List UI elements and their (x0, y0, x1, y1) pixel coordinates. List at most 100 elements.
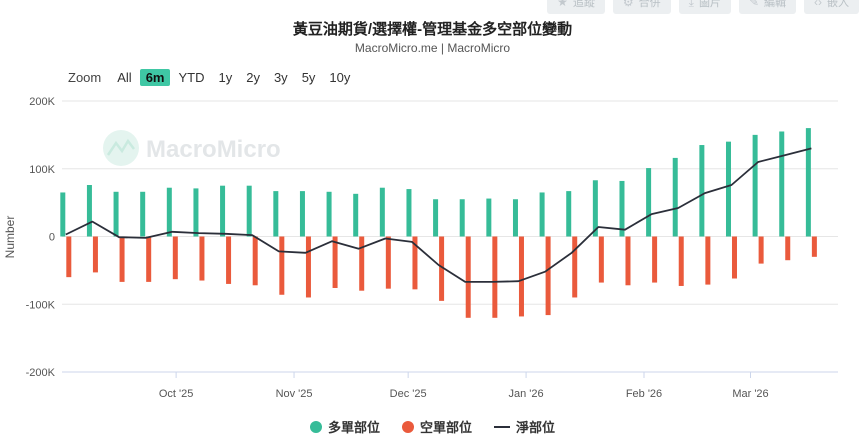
y-tick-label: -200K (26, 367, 56, 379)
chart-title: 黃豆油期貨/選擇權-管理基金多空部位變動 (292, 21, 573, 38)
edit-button[interactable]: ✎ 編輯 (738, 0, 796, 14)
legend-short-label: 空單部位 (419, 420, 472, 435)
x-tick-label: Dec '25 (390, 388, 427, 400)
long-position-bar (220, 185, 226, 237)
zoom-1y-button[interactable]: 1y (218, 70, 233, 85)
long-position-bar (246, 185, 252, 237)
short-position-bar (492, 236, 498, 318)
long-position-bar (193, 188, 199, 237)
short-position-bar (572, 236, 578, 298)
long-position-bar (273, 191, 279, 237)
long-position-bar (539, 192, 545, 237)
long-position-bar (805, 128, 811, 237)
long-position-bar (406, 189, 412, 237)
pencil-icon: ✎ (748, 0, 759, 9)
short-position-bar (332, 236, 338, 288)
short-position-bar (731, 236, 737, 279)
zoom-all-button[interactable]: All (117, 70, 132, 85)
watermark: MacroMicro (103, 130, 281, 166)
zoom-6m-button[interactable]: 6m (139, 69, 171, 86)
x-tick-label: Mar '26 (732, 388, 768, 400)
y-tick-label: 200K (29, 96, 55, 108)
merge-button-label: 合併 (638, 0, 661, 9)
long-position-bar (140, 191, 146, 237)
short-position-bar (625, 236, 631, 286)
short-position-bar (678, 236, 684, 286)
short-position-bar (359, 236, 365, 291)
x-tick-label: Nov '25 (276, 388, 313, 400)
short-position-bar (66, 236, 72, 278)
legend-item-long[interactable]: 多單部位 (309, 417, 380, 436)
x-tick-label: Oct '25 (159, 388, 194, 400)
long-position-bar (486, 198, 492, 237)
y-tick-label: -100K (26, 299, 56, 311)
short-position-bar (785, 236, 791, 261)
short-position-bar (226, 236, 232, 284)
short-position-bar (119, 236, 125, 282)
long-position-bar (299, 191, 305, 237)
image-button-label: 圖片 (698, 0, 721, 9)
short-position-bar (172, 236, 178, 280)
long-position-bar (326, 191, 332, 237)
legend-long-dot-icon (309, 420, 322, 433)
long-position-bar (86, 185, 92, 237)
zoom-ytd-button[interactable]: YTD (178, 70, 205, 85)
image-button[interactable]: ⤓ 圖片 (678, 0, 731, 14)
download-icon: ⤓ (688, 0, 694, 9)
long-position-bar (672, 157, 678, 237)
long-position-bar (433, 199, 439, 237)
follow-button-label: 追蹤 (572, 0, 595, 9)
bars-layer (60, 128, 817, 318)
long-position-bar (512, 199, 518, 237)
code-icon: ‹› (814, 0, 822, 9)
follow-button[interactable]: ★ 追蹤 (547, 0, 605, 14)
long-position-bar (566, 191, 572, 237)
short-position-bar (146, 236, 152, 282)
short-position-bar (518, 236, 524, 317)
embed-button[interactable]: ‹› 嵌入 (804, 0, 859, 14)
legend-long-label: 多單部位 (327, 420, 380, 435)
legend-item-net[interactable]: 淨部位 (494, 417, 555, 436)
y-axis-label: Number (3, 216, 17, 259)
legend: 多單部位 空單部位 淨部位 (0, 417, 865, 436)
long-position-bar (353, 193, 359, 237)
short-position-bar (92, 236, 98, 273)
watermark-logo-mark (106, 138, 135, 156)
legend-net-label: 淨部位 (516, 420, 556, 435)
net-line-layer (65, 147, 812, 283)
chart-subtitle: MacroMicro.me | MacroMicro (354, 41, 511, 55)
zoom-3y-button[interactable]: 3y (273, 70, 288, 85)
legend-item-short[interactable]: 空單部位 (401, 417, 472, 436)
long-position-bar (699, 145, 705, 237)
zoom-bar: Zoom All 6m YTD 1y 2y 3y 5y 10y (68, 69, 358, 86)
short-position-bar (385, 236, 391, 289)
toolbar: ★ 追蹤 ⚙ 合併 ⤓ 圖片 ✎ 編輯 ‹› 嵌入 (547, 0, 859, 14)
short-position-bar (252, 236, 258, 286)
zoom-10y-button[interactable]: 10y (329, 70, 351, 85)
short-position-bar (811, 236, 817, 257)
x-tick-label: Jan '26 (509, 388, 544, 400)
zoom-label: Zoom (68, 70, 102, 85)
short-position-bar (199, 236, 205, 281)
short-position-bar (652, 236, 658, 283)
long-position-bar (459, 199, 465, 237)
gear-icon: ⚙ (622, 0, 634, 9)
short-position-bar (598, 236, 604, 283)
embed-button-label: 嵌入 (827, 0, 849, 9)
long-position-bar (779, 131, 785, 237)
net-position-line (65, 147, 812, 283)
long-position-bar (725, 141, 731, 237)
merge-button[interactable]: ⚙ 合併 (612, 0, 671, 14)
long-position-bar (60, 192, 66, 237)
zoom-2y-button[interactable]: 2y (246, 70, 260, 85)
long-position-bar (592, 180, 598, 237)
long-position-bar (113, 191, 119, 237)
zoom-5y-button[interactable]: 5y (301, 70, 316, 85)
short-position-bar (439, 236, 445, 301)
legend-short-dot-icon (401, 420, 414, 433)
y-tick-label: 100K (29, 164, 55, 176)
short-position-bar (279, 236, 285, 295)
axis-layer: 200K 100K 0 -100K -200K Oct '25 Nov '25 Dec '25… (26, 96, 838, 400)
short-position-bar (705, 236, 711, 285)
